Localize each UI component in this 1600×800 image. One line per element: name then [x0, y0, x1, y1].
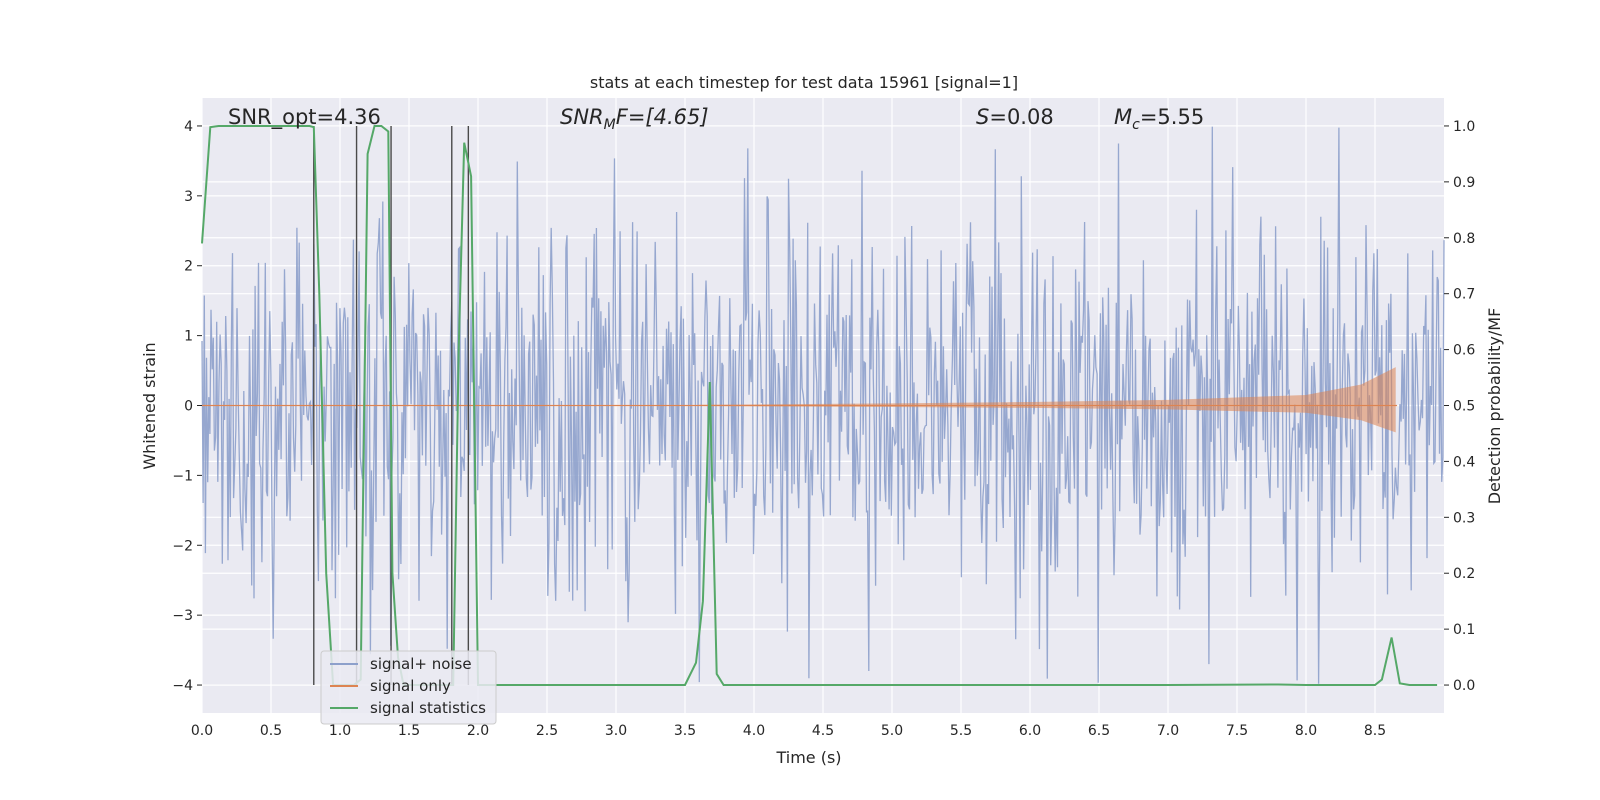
x-tick-label: 2.0 [467, 723, 489, 739]
x-tick-label: 8.0 [1295, 723, 1317, 739]
y-tick-label: −2 [172, 538, 193, 554]
plot-area [201, 98, 1445, 713]
s-annotation: S=0.08 [976, 105, 1054, 129]
legend-label-signal-statistics: signal statistics [370, 699, 486, 717]
y2-tick-label: 0.6 [1453, 343, 1475, 359]
x-tick-label: 8.5 [1364, 723, 1386, 739]
y2-tick-label: 0.2 [1453, 566, 1475, 582]
x-tick-label: 2.5 [536, 723, 558, 739]
legend-label-signal-only: signal only [370, 677, 451, 695]
x-tick-label: 4.0 [743, 723, 765, 739]
x-tick-label: 0.0 [191, 723, 213, 739]
x-tick-label: 5.5 [950, 723, 972, 739]
x-tick-label: 4.5 [812, 723, 834, 739]
series-signal-noise [201, 126, 1445, 684]
x-axis: 0.0 0.5 1.0 1.5 2.0 2.5 3.0 3.5 4.0 4.5 5.0 5.5 6.0 6… [191, 723, 1386, 739]
x-tick-label: 1.5 [398, 723, 420, 739]
snr-opt-annotation: SNR_opt=4.36 [228, 105, 381, 130]
y-tick-label: 3 [184, 189, 193, 205]
x-tick-label: 5.0 [881, 723, 903, 739]
x-tick-label: 6.5 [1088, 723, 1110, 739]
y2-axis-label: Detection probability/MF [1485, 308, 1504, 505]
y-tick-label: 1 [184, 329, 193, 345]
y-tick-label: −4 [172, 678, 193, 694]
y2-tick-label: 0.0 [1453, 678, 1475, 694]
x-tick-label: 3.0 [605, 723, 627, 739]
y-tick-label: 0 [184, 399, 193, 415]
y2-tick-label: 0.5 [1453, 399, 1475, 415]
legend-label-signal-noise: signal+ noise [370, 655, 472, 673]
mc-annotation: Mc=5.55 [1114, 105, 1204, 133]
series-signal-only-envelope [698, 367, 1396, 433]
x-tick-label: 3.5 [674, 723, 696, 739]
y2-tick-label: 0.7 [1453, 287, 1475, 303]
x-tick-label: 7.5 [1226, 723, 1248, 739]
x-tick-label: 1.0 [329, 723, 351, 739]
x-tick-label: 0.5 [260, 723, 282, 739]
y2-tick-label: 0.9 [1453, 175, 1475, 191]
x-axis-label: Time (s) [775, 748, 841, 767]
legend-box [320, 650, 497, 725]
snr-mf-annotation: SNRMF=[4.65] [560, 105, 709, 133]
legend: signal+ noise signal only signal statist… [320, 650, 497, 725]
y2-tick-label: 0.4 [1453, 454, 1475, 470]
y-axis-label: Whitened strain [140, 342, 159, 469]
y-tick-label: −1 [172, 468, 193, 484]
x-tick-label: 6.0 [1019, 723, 1041, 739]
y2-tick-label: 0.1 [1453, 622, 1475, 638]
y-axis-left: 4 3 2 1 0 −1 −2 −3 −4 [172, 119, 202, 694]
y-tick-label: 2 [184, 259, 193, 275]
y2-tick-label: 0.8 [1453, 231, 1475, 247]
y-tick-label: 4 [184, 119, 193, 135]
chart-title: stats at each timestep for test data 159… [590, 73, 1018, 92]
y2-tick-label: 0.3 [1453, 510, 1475, 526]
y2-tick-label: 1.0 [1453, 119, 1475, 135]
x-tick-label: 7.0 [1157, 723, 1179, 739]
y-tick-label: −3 [172, 608, 193, 624]
y-axis-right: 1.0 0.9 0.8 0.7 0.6 0.5 0.4 0.3 0.2 0.1 0.0 [1444, 119, 1475, 694]
